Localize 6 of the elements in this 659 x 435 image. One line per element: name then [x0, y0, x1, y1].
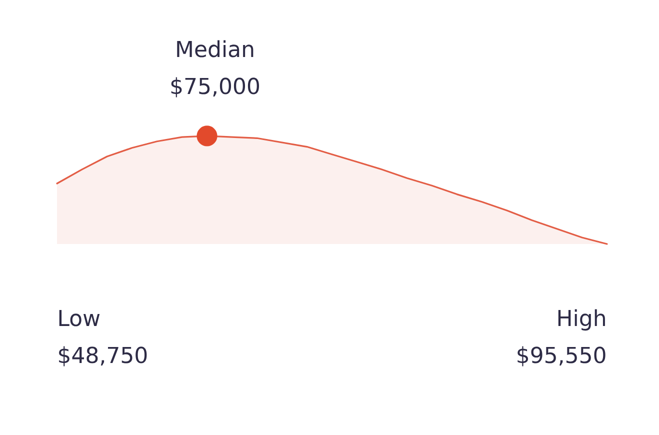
text: Low: [59, 310, 100, 326]
text: High: [558, 309, 605, 331]
text: $48,750: [59, 346, 147, 366]
text: $95,550: [518, 346, 606, 366]
text: $75,000: [171, 77, 260, 98]
text: Median: [177, 40, 254, 58]
